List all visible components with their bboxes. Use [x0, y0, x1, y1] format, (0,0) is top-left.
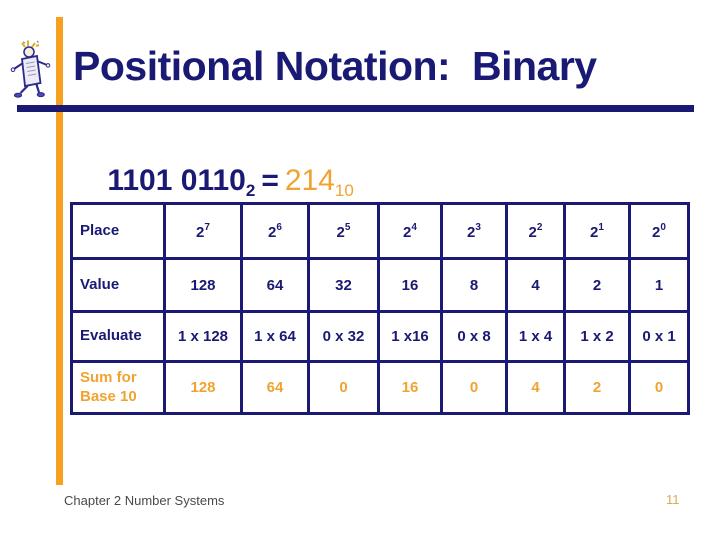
place-cell: 23: [440, 202, 508, 260]
decimal-base-subscript: 10: [334, 181, 354, 200]
value-cell: 64: [240, 257, 310, 313]
place-base: 2: [652, 223, 661, 241]
place-cell: 24: [377, 202, 443, 260]
place-exponent: 1: [598, 221, 604, 233]
place-base: 2: [196, 223, 205, 241]
row-label-sum: Sum for Base 10: [70, 360, 166, 415]
footer-chapter-text: Chapter 2 Number Systems: [64, 493, 225, 508]
sum-cell: 4: [505, 360, 566, 415]
place-base: 2: [268, 223, 277, 241]
value-cell: 4: [505, 257, 566, 313]
sum-cell: 2: [563, 360, 631, 415]
value-cell: 1: [628, 257, 690, 313]
place-exponent: 7: [204, 221, 210, 233]
decimal-number: 214: [284, 164, 335, 197]
equals-sign: =: [261, 164, 279, 197]
conversion-equation: 1101 01102 = 21410: [74, 130, 354, 235]
evaluate-cell: 0 x 1: [628, 310, 690, 363]
row-label-value: Value: [70, 257, 166, 313]
place-exponent: 3: [475, 221, 481, 233]
place-exponent: 2: [536, 221, 543, 233]
positional-notation-table: Place 27 26 25 24 23 22 21 20 Value 128 …: [70, 202, 690, 415]
footer-page-number: 11: [666, 492, 680, 507]
sum-cell: 0: [440, 360, 508, 415]
value-cell: 128: [163, 257, 243, 313]
table-row-evaluate: Evaluate 1 x 128 1 x 64 0 x 32 1 x16 0 x…: [70, 310, 690, 363]
title-underline-rule: [17, 105, 694, 112]
row-label-evaluate: Evaluate: [70, 310, 166, 363]
place-base: 2: [590, 223, 599, 241]
place-cell: 25: [307, 202, 380, 260]
sum-cell: 0: [628, 360, 690, 415]
table-row-sum-base10: Sum for Base 10 128 64 0 16 0 4 2 0: [70, 360, 690, 415]
evaluate-cell: 1 x 128: [163, 310, 243, 363]
place-base: 2: [528, 223, 537, 241]
value-cell: 2: [563, 257, 631, 313]
evaluate-cell: 1 x 4: [505, 310, 566, 363]
place-base: 2: [336, 223, 345, 241]
place-exponent: 6: [276, 221, 282, 233]
evaluate-cell: 0 x 32: [307, 310, 380, 363]
value-cell: 8: [440, 257, 508, 313]
place-cell: 22: [505, 202, 566, 260]
value-cell: 32: [307, 257, 380, 313]
sum-cell: 128: [163, 360, 243, 415]
sum-cell: 16: [377, 360, 443, 415]
row-label-place: Place: [70, 202, 166, 260]
binary-number: 1101 0110: [107, 164, 246, 197]
sum-cell: 0: [307, 360, 380, 415]
place-base: 2: [403, 223, 412, 241]
table-row-place: Place 27 26 25 24 23 22 21 20: [70, 202, 690, 260]
place-cell: 20: [628, 202, 690, 260]
place-base: 2: [467, 223, 476, 241]
sum-cell: 64: [240, 360, 310, 415]
table-row-value: Value 128 64 32 16 8 4 2 1: [70, 257, 690, 313]
value-cell: 16: [377, 257, 443, 313]
evaluate-cell: 1 x 2: [563, 310, 631, 363]
place-exponent: 0: [660, 221, 666, 233]
place-exponent: 4: [411, 221, 417, 233]
evaluate-cell: 1 x16: [377, 310, 443, 363]
place-cell: 26: [240, 202, 310, 260]
evaluate-cell: 1 x 64: [240, 310, 310, 363]
place-exponent: 5: [344, 221, 351, 233]
evaluate-cell: 0 x 8: [440, 310, 508, 363]
left-accent-bar: [56, 17, 63, 485]
slide-title: Positional Notation: Binary: [73, 43, 597, 89]
binary-base-subscript: 2: [245, 181, 256, 200]
place-cell: 27: [163, 202, 243, 260]
walking-figure-clipart-icon: [10, 40, 51, 98]
place-cell: 21: [563, 202, 631, 260]
